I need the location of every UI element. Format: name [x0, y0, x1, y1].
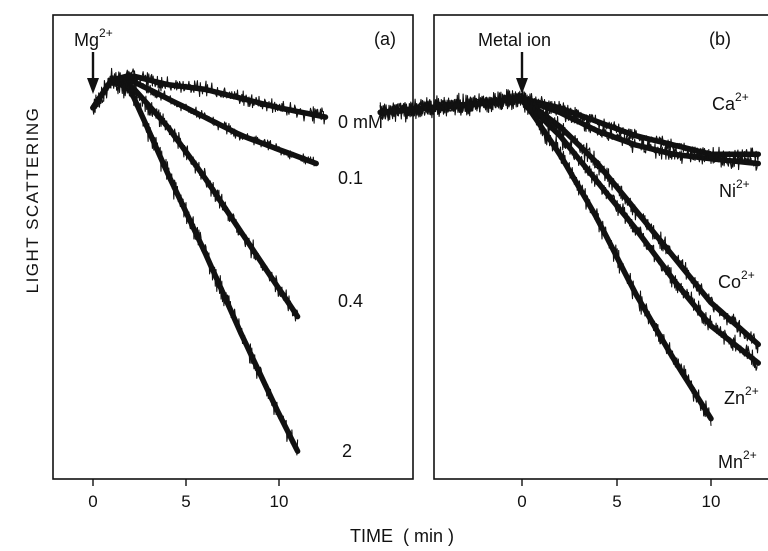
series-label: Mn2+ [718, 448, 757, 472]
series-label: 0.1 [338, 168, 363, 188]
arrow-label: Mg2+ [74, 26, 113, 50]
series-label: 2 [342, 441, 352, 461]
series-label: Co2+ [718, 268, 755, 292]
panel-a: 0 5 10 (a) Mg2+ 0 mM 0.1 0.4 2 [52, 14, 414, 511]
panel-label: (b) [709, 29, 731, 49]
series-label: Ni2+ [719, 177, 750, 201]
series-trace [90, 67, 301, 456]
series-label: Ca2+ [712, 90, 749, 114]
series-label: Zn2+ [724, 384, 759, 408]
x-tick-label: 10 [270, 492, 289, 511]
series-label: 0.4 [338, 291, 363, 311]
x-tick-label: 0 [88, 492, 97, 511]
addition-arrow [87, 52, 99, 94]
addition-arrow [516, 52, 528, 94]
series-trace [90, 68, 329, 125]
x-axis-label: TIME ( min ) [350, 526, 454, 546]
y-axis-label: LIGHT SCATTERING [23, 107, 42, 294]
arrow-label: Metal ion [478, 30, 551, 50]
plot-frame [433, 14, 768, 480]
series-trace [377, 89, 714, 427]
x-tick-label: 5 [612, 492, 621, 511]
x-tick-label: 0 [517, 492, 526, 511]
series-trace [90, 71, 301, 322]
panel-label: (a) [374, 29, 396, 49]
x-tick-label: 10 [702, 492, 721, 511]
x-tick-label: 5 [181, 492, 190, 511]
series-label: 0 mM [338, 112, 383, 132]
plot-frame [52, 14, 414, 480]
panel-b: 0 5 10 (b) Metal ion Ca2+ Ni2+ Co2+ Zn2+ Mn2+ [377, 14, 768, 511]
series-trace [90, 75, 319, 167]
